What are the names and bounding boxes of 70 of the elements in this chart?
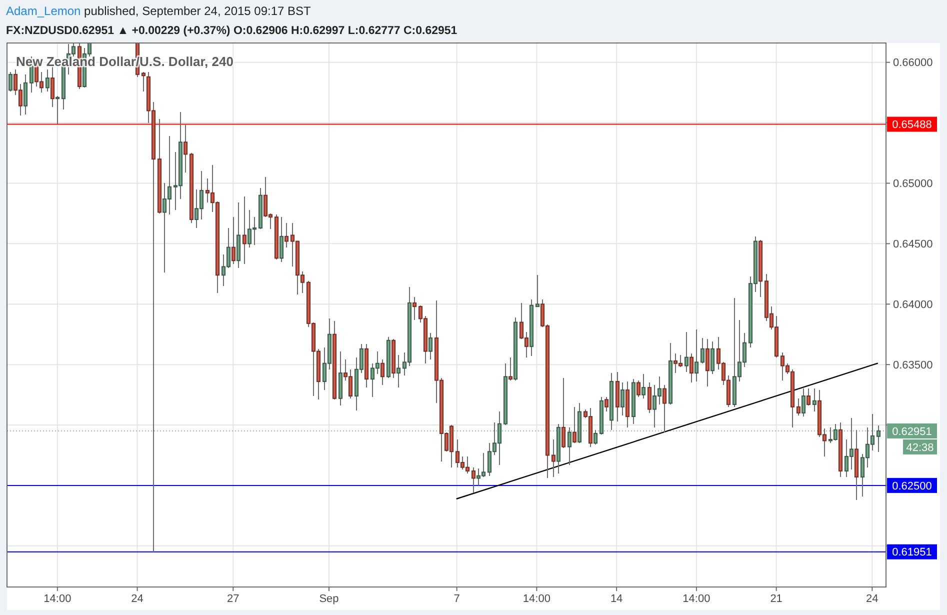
candlestick	[552, 439, 556, 478]
candlestick	[802, 388, 806, 418]
candlestick	[24, 74, 28, 115]
text: 42:38	[906, 442, 934, 454]
candlestick	[236, 202, 240, 268]
candlestick	[56, 96, 60, 124]
candlestick	[472, 466, 476, 494]
candlestick	[642, 374, 646, 399]
x-tick-label: 14:00	[522, 593, 550, 605]
candlestick	[662, 384, 666, 433]
candlestick	[710, 341, 714, 375]
x-tick-label: 21	[770, 593, 782, 605]
y-tick-label: 0.64500	[893, 238, 933, 251]
candlestick	[284, 222, 288, 248]
candlestick	[796, 398, 800, 416]
x-tick-label: Sep	[319, 593, 339, 605]
candlestick	[392, 338, 396, 378]
x-tick-label: 14:00	[44, 593, 72, 605]
candlestick	[142, 72, 146, 92]
candlestick	[690, 353, 694, 384]
candlestick	[616, 371, 620, 422]
candlestick	[572, 406, 576, 444]
x-tick-label: 14	[610, 593, 623, 605]
candlestick	[412, 296, 416, 320]
candlestick	[530, 298, 534, 357]
candlestick	[158, 118, 162, 214]
y-tick-label: 0.65000	[893, 178, 933, 190]
candlestick	[536, 274, 540, 308]
ref-line-label: 0.65488	[892, 119, 932, 132]
candlestick	[504, 362, 508, 426]
ref-line-label: 0.62951	[892, 426, 932, 438]
candlestick	[626, 380, 630, 428]
candlestick	[610, 372, 614, 430]
candlestick	[280, 216, 284, 262]
candlestick	[700, 337, 704, 364]
candlestick	[812, 388, 816, 412]
candlestick	[684, 331, 688, 372]
y-tick-label: 0.66000	[893, 57, 933, 70]
candlestick	[232, 216, 236, 265]
ref-line-label: 0.61951	[892, 546, 932, 559]
candlestick	[428, 332, 432, 360]
x-tick-label: 7	[454, 593, 460, 605]
x-tick-label: 24	[131, 593, 144, 605]
chart-title: Adam_Lemon published, September 24, 2015 09:17 BST	[6, 4, 312, 18]
candlestick	[364, 344, 368, 388]
candlestick	[562, 377, 566, 448]
candlestick	[706, 338, 710, 387]
candlestick	[694, 329, 698, 382]
candlestick	[396, 354, 400, 388]
candlestick	[380, 359, 384, 386]
candlestick	[620, 382, 624, 416]
candlestick	[854, 429, 858, 500]
candlestick	[338, 350, 342, 406]
candlestick	[838, 422, 842, 478]
candlestick	[332, 320, 336, 400]
y-tick-label: 0.63500	[893, 359, 933, 372]
x-tick-label: 27	[227, 593, 240, 605]
candlestick	[632, 378, 636, 424]
candlestick	[46, 69, 50, 92]
candlestick	[508, 356, 512, 381]
x-tick-label: 24	[866, 593, 878, 605]
candlestick	[184, 124, 188, 173]
candlestick	[514, 316, 518, 381]
candlestick	[668, 342, 672, 405]
candlestick	[758, 240, 762, 298]
candlestick	[242, 196, 246, 265]
y-tick-label: 0.64000	[893, 298, 933, 311]
ref-line-label: 0.62500	[892, 480, 932, 492]
chart-subtitle: FX:NZDUSD0.62951 ▲ +0.00229 (+0.37%) O:0.62906 H:0.62997 L:0.62777 C:0.62951	[6, 25, 458, 37]
x-tick-label: 14:00	[682, 593, 710, 605]
